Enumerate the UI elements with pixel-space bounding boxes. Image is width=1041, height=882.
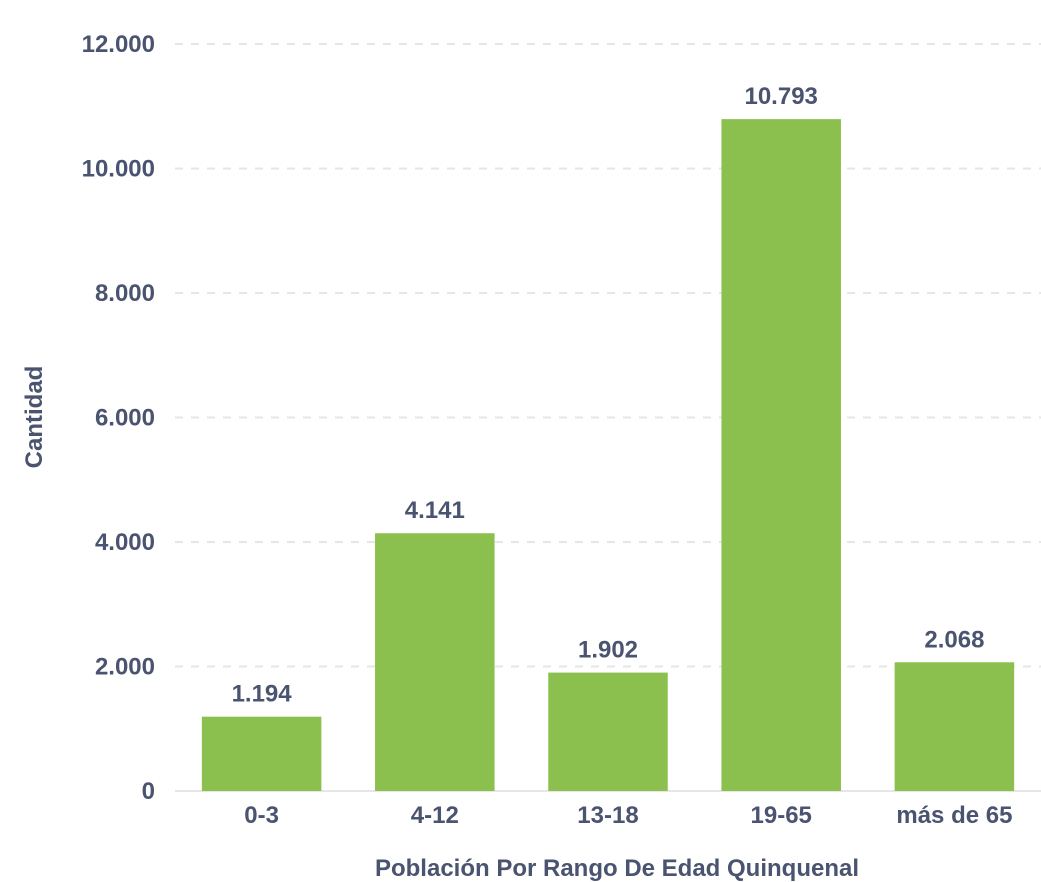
- grid-lines: [175, 43, 1041, 792]
- bar-value-label: 1.194: [232, 681, 293, 708]
- y-tick-label: 6.000: [95, 405, 155, 432]
- y-axis-title: Cantidad: [21, 366, 48, 469]
- x-tick-label: más de 65: [896, 802, 1012, 829]
- x-tick-label: 13-18: [577, 802, 638, 829]
- data-labels: 1.194 4.141 1.902 10.793 2.068: [232, 83, 985, 708]
- bar-value-label: 2.068: [924, 626, 984, 653]
- y-tick-label: 8.000: [95, 280, 155, 307]
- bar-value-label: 1.902: [578, 637, 638, 664]
- x-tick-label: 0-3: [244, 802, 279, 829]
- bar: [201, 716, 322, 791]
- bar: [375, 533, 495, 791]
- x-axis-title: Población Por Rango De Edad Quinquenal: [375, 855, 859, 882]
- bars: [201, 119, 1015, 792]
- bar: [721, 119, 841, 792]
- x-axis-ticks: 0-3 4-12 13-18 19-65 más de 65: [244, 802, 1012, 829]
- y-tick-label: 0: [142, 778, 155, 805]
- y-axis-ticks: 0 2.000 4.000 6.000 8.000 10.000 12.000: [82, 31, 155, 805]
- bar-value-label: 10.793: [744, 83, 817, 110]
- x-tick-label: 4-12: [411, 802, 459, 829]
- bar-value-label: 4.141: [405, 497, 465, 524]
- bar: [894, 662, 1015, 791]
- y-tick-label: 10.000: [82, 156, 155, 183]
- y-tick-label: 12.000: [82, 31, 155, 58]
- y-tick-label: 2.000: [95, 654, 155, 681]
- bar: [548, 672, 668, 791]
- x-tick-label: 19-65: [751, 802, 812, 829]
- y-tick-label: 4.000: [95, 529, 155, 556]
